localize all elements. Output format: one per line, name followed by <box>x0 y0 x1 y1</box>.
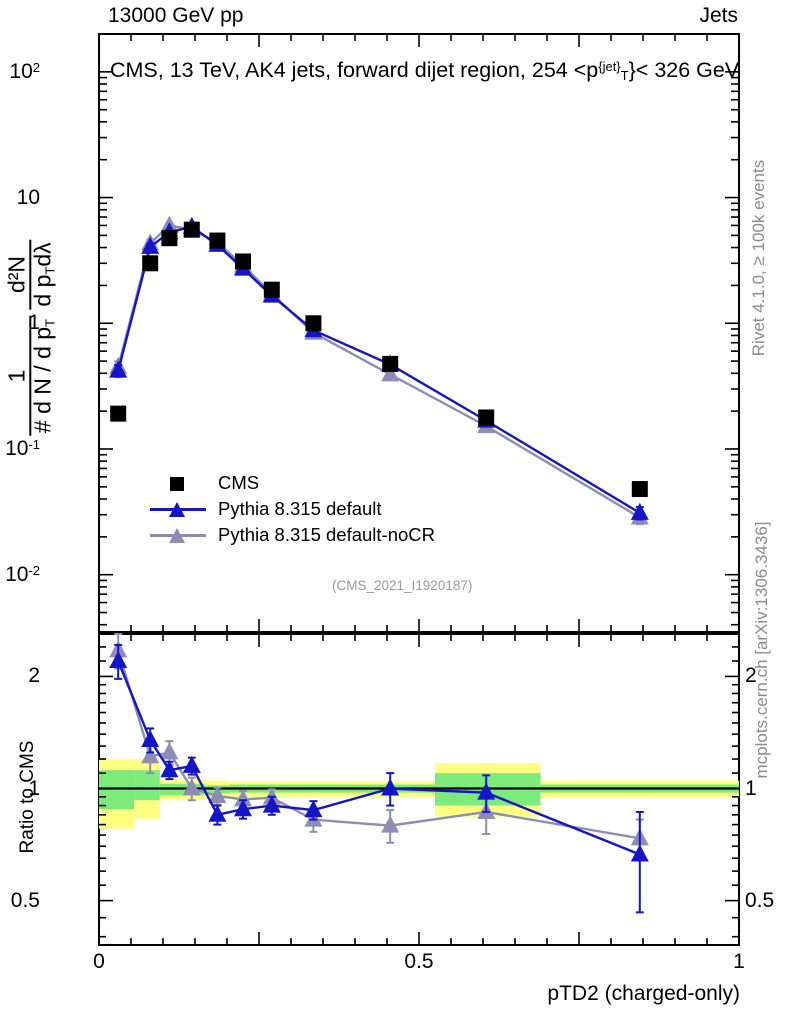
main-pythia-default-marker <box>141 236 160 254</box>
plot-title-suffix: }< 326 GeV <box>628 58 740 82</box>
legend-marker-triangle-icon <box>150 498 206 520</box>
ratio-band-inner <box>99 770 135 810</box>
x-tick-label: 1 <box>733 950 745 973</box>
ratio-band-inner <box>134 770 160 801</box>
main-cms-marker <box>110 405 127 422</box>
legend-symbol <box>169 502 185 517</box>
ratio-pythia-nocr-line <box>117 650 641 840</box>
ratio-pythia-nocr-marker <box>141 746 160 764</box>
ratio-pythia-nocr-marker <box>182 778 201 796</box>
y-tick-mantissa: 1 <box>28 311 40 335</box>
analysis-id-watermark: (CMS_2021_I1920187) <box>332 578 473 593</box>
y-tick-exponent: -1 <box>28 436 40 452</box>
main-pythia-default-marker <box>109 360 128 378</box>
legend-label: Pythia 8.315 default-noCR <box>218 524 435 545</box>
ratio-pythia-nocr-marker <box>160 742 179 760</box>
legend-label: Pythia 8.315 default <box>218 498 382 519</box>
y-tick-mantissa: 10 <box>5 436 29 460</box>
ratio-pythia-nocr-marker <box>208 785 227 803</box>
ratio-pythia-default-marker <box>109 651 128 669</box>
x-tick-label: 0.5 <box>404 950 434 973</box>
ratio-pythia-default-marker <box>182 755 201 773</box>
main-cms-marker <box>631 481 648 498</box>
legend-symbol <box>169 528 185 543</box>
legend-item[interactable]: CMS <box>150 470 435 496</box>
y-tick-label-ratio-right: 0.5 <box>745 888 775 912</box>
main-data-series <box>109 215 649 526</box>
main-plot-panel <box>98 33 740 633</box>
ratio-pythia-default-marker <box>630 844 649 862</box>
y-tick-mantissa: 10 <box>16 185 40 209</box>
y-tick-label-ratio-right: 1 <box>745 776 757 800</box>
main-pythia-nocr-marker <box>381 364 400 382</box>
main-cms-marker <box>142 255 159 272</box>
legend-item[interactable]: Pythia 8.315 default-noCR <box>150 522 435 548</box>
main-cms-marker <box>161 230 178 247</box>
y-tick-label-main: 10-1 <box>0 437 40 461</box>
y-tick-mantissa: 10 <box>5 562 29 586</box>
main-cms-marker <box>263 281 280 298</box>
plot-title-prefix: CMS, 13 TeV, AK4 jets, forward dijet reg… <box>110 58 599 82</box>
ratio-pythia-default-marker <box>381 778 400 796</box>
y-tick-label-ratio-left: 0.5 <box>10 888 40 912</box>
legend-marker-square-icon <box>150 472 206 494</box>
y-tick-label-main: 10-2 <box>0 563 40 587</box>
ratio-pythia-nocr-marker <box>234 789 252 807</box>
legend-label: CMS <box>218 472 260 493</box>
ratio-pythia-default-marker <box>304 800 323 818</box>
ratio-pythia-default-marker <box>234 799 252 817</box>
ratio-data-series <box>109 633 649 914</box>
legend-symbol <box>170 477 184 491</box>
legend: CMS Pythia 8.315 default Pythia 8.315 defa… <box>150 470 435 548</box>
x-axis-label: pTD2 (charged-only) <box>547 982 740 1005</box>
y-tick-label-ratio-left: 2 <box>28 664 40 688</box>
main-cms-marker <box>478 409 495 426</box>
ratio-pythia-default-marker <box>208 804 227 822</box>
ratio-pythia-default-marker <box>477 782 496 800</box>
plot-title-superscript: {jet} <box>598 59 621 74</box>
y-tick-exponent: -2 <box>28 562 40 578</box>
y-tick-label-main: 10 <box>0 186 40 210</box>
ratio-pythia-default-marker <box>141 729 160 747</box>
y-tick-label-ratio-right: 2 <box>745 664 757 688</box>
header-beam-label: 13000 GeV pp <box>108 4 244 27</box>
legend-item[interactable]: Pythia 8.315 default <box>150 496 435 522</box>
main-cms-marker <box>183 221 200 238</box>
main-cms-marker <box>209 232 226 249</box>
y-tick-label-ratio-left: 1 <box>28 776 40 800</box>
main-cms-marker <box>305 315 322 332</box>
x-tick-label: 0 <box>93 950 105 973</box>
y-tick-label-main: 102 <box>0 60 40 84</box>
ratio-pythia-default-marker <box>262 795 281 813</box>
y-tick-mantissa: 10 <box>9 59 33 83</box>
main-cms-marker <box>235 253 251 270</box>
ratio-pythia-nocr-marker <box>381 815 400 833</box>
y-tick-label-main: 1 <box>0 311 40 335</box>
main-pythia-default-marker <box>630 502 649 520</box>
legend-marker-triangle-icon <box>150 524 206 546</box>
header-category-label: Jets <box>699 4 738 27</box>
main-cms-marker <box>382 355 399 372</box>
plot-title-subscript: T <box>620 68 629 83</box>
ratio-pythia-default-marker <box>160 760 179 778</box>
page-title: CMS, 13 TeV, AK4 jets, forward dijet reg… <box>110 58 739 83</box>
y-tick-exponent: 2 <box>32 59 40 75</box>
